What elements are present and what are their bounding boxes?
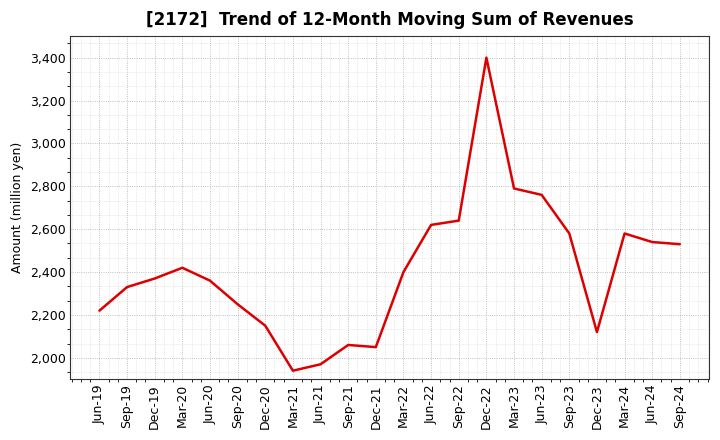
Y-axis label: Amount (million yen): Amount (million yen)	[11, 142, 24, 273]
Title: [2172]  Trend of 12-Month Moving Sum of Revenues: [2172] Trend of 12-Month Moving Sum of R…	[146, 11, 634, 29]
